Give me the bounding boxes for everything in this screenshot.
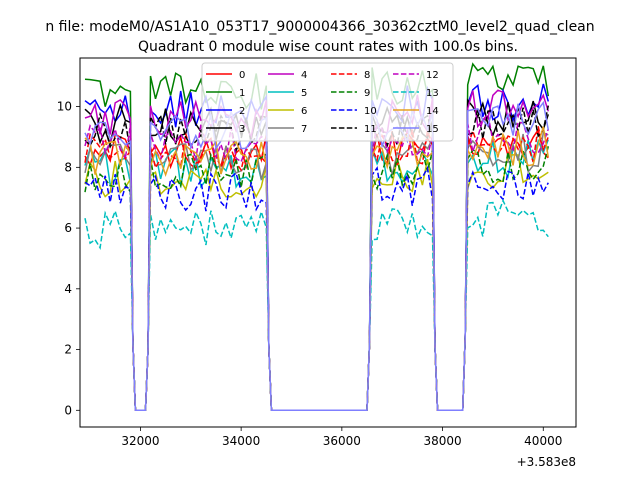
y-tick-label: 8 (64, 160, 72, 174)
x-tick-label: 40000 (524, 434, 562, 448)
x-tick-label: 34000 (222, 434, 260, 448)
series-line-13 (84, 198, 549, 412)
series-line-12 (84, 112, 550, 412)
legend-label-2: 2 (239, 106, 245, 117)
legend-label-12: 12 (426, 70, 439, 81)
x-tick-label: 32000 (121, 434, 159, 448)
legend-label-0: 0 (239, 70, 245, 81)
y-tick-label: 4 (64, 282, 72, 296)
x-axis-offset-label: +3.583e8 (517, 455, 576, 469)
legend-label-1: 1 (239, 88, 245, 99)
legend-label-8: 8 (364, 70, 370, 81)
legend-label-6: 6 (301, 106, 307, 117)
ticks-layer: 32000 34000 36000 38000 40000 0 2 4 6 8 10 (57, 100, 563, 448)
y-tick-label: 10 (57, 100, 72, 114)
legend-label-5: 5 (301, 88, 307, 99)
legend-label-3: 3 (239, 124, 245, 135)
legend-frame (201, 62, 454, 142)
series-line-10 (84, 165, 549, 412)
y-tick-label: 0 (64, 403, 72, 417)
legend-label-4: 4 (301, 70, 307, 81)
x-tick-label: 38000 (423, 434, 461, 448)
figure-suptitle: n file: modeM0/AS1A10_053T17_9000004366_… (45, 19, 594, 35)
legend-label-10: 10 (364, 106, 377, 117)
axes-frame (79, 57, 577, 428)
series-line-8 (84, 126, 549, 412)
series-line-15 (84, 100, 550, 412)
legend-label-15: 15 (426, 124, 439, 135)
legend-label-9: 9 (364, 88, 370, 99)
y-tick-label: 2 (64, 343, 72, 357)
legend-label-13: 13 (426, 88, 439, 99)
y-tick-label: 6 (64, 221, 72, 235)
series-line-7 (84, 131, 549, 412)
series-line-6 (84, 154, 549, 412)
legend-label-11: 11 (364, 124, 377, 135)
legend-label-14: 14 (426, 106, 439, 117)
chart-title: Quadrant 0 module wise count rates with … (138, 39, 518, 55)
legend-label-7: 7 (301, 124, 307, 135)
series-layer (84, 62, 550, 412)
series-line-9 (84, 146, 550, 412)
x-tick-label: 36000 (323, 434, 361, 448)
